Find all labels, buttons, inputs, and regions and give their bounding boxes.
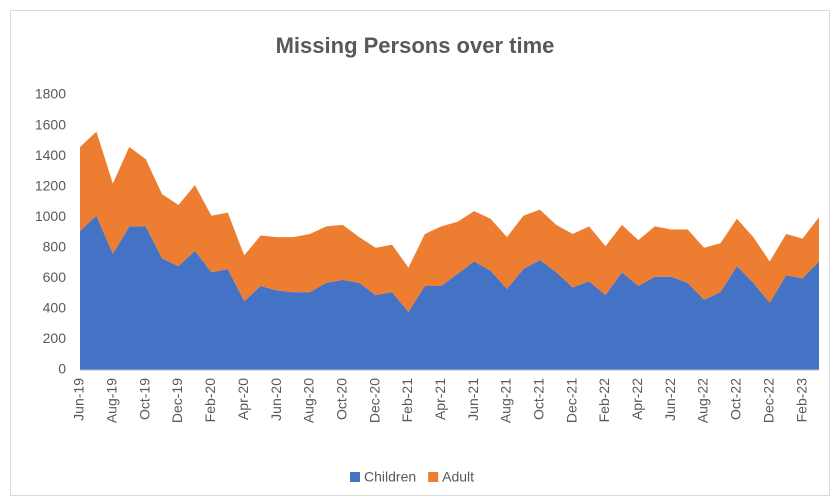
x-tick-label: Oct-22 xyxy=(728,378,744,420)
x-tick-label: Dec-19 xyxy=(169,378,185,423)
x-tick-label: Aug-22 xyxy=(695,378,711,423)
x-tick-label: Dec-20 xyxy=(366,378,382,423)
chart-title: Missing Persons over time xyxy=(276,33,555,58)
x-tick-label: Feb-22 xyxy=(596,378,612,423)
x-tick-label: Aug-20 xyxy=(301,378,317,423)
x-tick-label: Apr-20 xyxy=(235,378,251,420)
y-tick-label: 1800 xyxy=(35,86,66,102)
y-tick-label: 1200 xyxy=(35,177,66,193)
x-tick-label: Aug-21 xyxy=(498,378,514,423)
y-tick-label: 800 xyxy=(43,238,67,254)
x-tick-label: Jun-20 xyxy=(268,378,284,421)
x-tick-label: Oct-20 xyxy=(333,378,349,420)
x-tick-label: Oct-21 xyxy=(531,378,547,420)
x-tick-label: Jun-22 xyxy=(662,378,678,421)
area xyxy=(80,215,819,370)
y-tick-label: 1000 xyxy=(35,208,66,224)
x-tick-label: Aug-19 xyxy=(104,378,120,423)
y-tick-label: 400 xyxy=(43,300,67,316)
legend-swatch xyxy=(428,472,439,482)
x-tick-label: Dec-22 xyxy=(760,378,776,423)
legend-label: Adult xyxy=(442,469,474,485)
x-tick-label: Dec-21 xyxy=(563,378,579,423)
y-tick-label: 1400 xyxy=(35,147,66,163)
x-tick-label: Feb-23 xyxy=(793,378,809,423)
x-tick-label: Feb-20 xyxy=(202,378,218,423)
x-tick-label: Feb-21 xyxy=(399,378,415,423)
y-tick-label: 1600 xyxy=(35,116,66,132)
y-tick-label: 0 xyxy=(58,361,66,377)
x-tick-label: Jun-21 xyxy=(465,378,481,421)
area xyxy=(80,131,819,312)
y-tick-label: 600 xyxy=(43,269,67,285)
legend-label: Children xyxy=(364,469,416,485)
legend-swatch xyxy=(350,472,360,482)
y-tick-label: 200 xyxy=(43,330,67,346)
x-tick-label: Oct-19 xyxy=(136,378,152,420)
x-tick-label: Apr-22 xyxy=(629,378,645,420)
x-tick-label: Apr-21 xyxy=(432,378,448,420)
x-tick-label: Jun-19 xyxy=(71,378,87,421)
